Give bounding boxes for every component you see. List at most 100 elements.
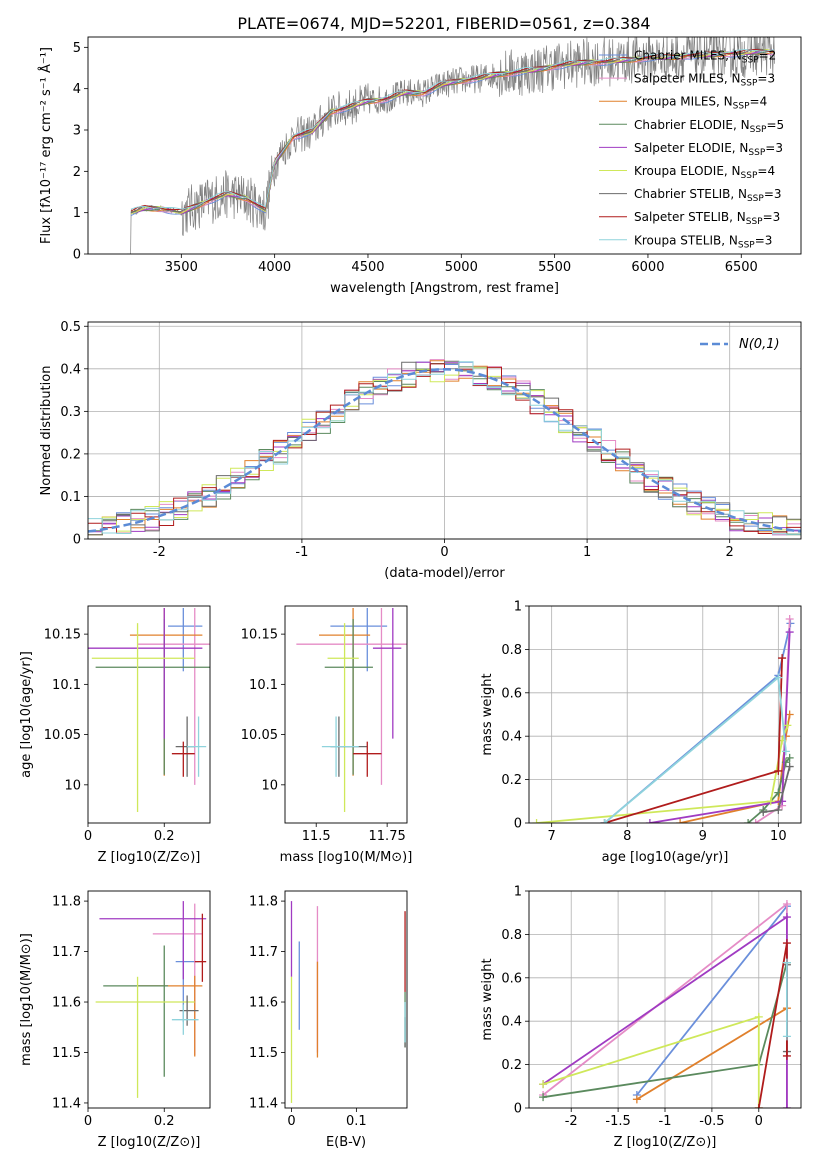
observed-spectrum — [127, 37, 775, 254]
legend-entry: Chabrier STELIB, NSSP=3 — [634, 187, 782, 204]
y-tick-label: 0.6 — [501, 971, 522, 986]
x-tick-label: -1 — [659, 1114, 672, 1129]
y-tick-label: 2 — [73, 165, 81, 180]
legend-entry: Salpeter ELODIE, NSSP=3 — [634, 141, 783, 158]
errorbar-point — [137, 975, 203, 1057]
errorbar-point — [372, 608, 402, 739]
axes-frame — [284, 890, 408, 1109]
weight-marker — [676, 819, 685, 823]
legend-entry: N(0,1) — [739, 337, 780, 352]
axes-spectrum: 3500 4000 4500 5000 5500 6000 6500 0 1 2 3 4 5 wavele… — [38, 36, 802, 296]
weight-marker — [744, 819, 753, 823]
plot-area-age_vs_Z — [88, 608, 210, 812]
y-tick-label: 10.05 — [241, 728, 278, 743]
x-axis-label: wavelength [Angstrom, rest frame] — [330, 281, 559, 296]
weight-marker — [774, 766, 783, 775]
y-tick-label: 3 — [73, 124, 81, 139]
y-tick-label: 0.2 — [60, 447, 81, 462]
errorbar-point — [99, 901, 207, 980]
axes-residuals: -2 -1 0 1 2 0 0.1 0.2 0.3 0.4 0.5 (data-model)/erro… — [39, 320, 802, 581]
y-tick-label: 10 — [261, 778, 278, 793]
errorbar-point — [95, 619, 210, 775]
x-tick-label: -2 — [153, 545, 166, 560]
y-tick-label: 0 — [514, 1102, 522, 1117]
errorbar-point — [353, 741, 382, 777]
legend-entry: Chabrier MILES, NSSP=2 — [634, 49, 776, 66]
y-tick-label: 0 — [73, 533, 81, 548]
legend-entry: Kroupa STELIB, NSSP=3 — [634, 233, 772, 250]
y-tick-label: 0.5 — [60, 320, 81, 335]
model-spectrum-line — [130, 49, 774, 215]
axes-weight_vs_Z: -2 -1.5 -1 -0.5 0 0 0.2 0.4 0.6 0.8 1 Z [log10(Z/Z⊙… — [480, 885, 802, 1150]
axes-frame — [284, 605, 408, 824]
y-tick-label: 11.5 — [249, 1046, 278, 1061]
errorbar-point — [179, 995, 199, 1026]
x-tick-label: -2 — [565, 1114, 578, 1129]
y-tick-label: 11.5 — [52, 1046, 81, 1061]
x-tick-label: 0 — [755, 1114, 763, 1129]
y-tick-label: 10.1 — [249, 678, 278, 693]
weight-marker — [774, 805, 783, 814]
x-axis-label: Z [log10(Z/Z⊙)] — [614, 1135, 717, 1150]
weight-line — [604, 658, 783, 823]
weight-marker — [782, 913, 791, 922]
normal-curve — [88, 368, 801, 533]
weight-marker — [774, 673, 783, 682]
weight-marker — [751, 819, 760, 823]
y-tick-label: 5 — [73, 41, 81, 56]
x-tick-label: 6000 — [631, 260, 664, 275]
axes-mass_vs_EBV: 0 0.1 11.4 11.5 11.6 11.7 11.8 E(B-V) — [249, 890, 408, 1150]
weight-line — [604, 623, 792, 823]
y-tick-label: 0.4 — [501, 1015, 522, 1030]
y-tick-label: 11.6 — [52, 996, 81, 1011]
weight-marker — [759, 808, 768, 817]
errorbar-point — [137, 608, 210, 785]
errorbar-point — [171, 1004, 199, 1035]
weight-line — [679, 714, 791, 823]
x-tick-label: 8 — [623, 829, 631, 844]
errorbar-point — [330, 608, 388, 672]
y-tick-label: 11.7 — [52, 945, 81, 960]
x-axis-label: E(B-V) — [326, 1135, 366, 1150]
weight-line — [636, 905, 788, 1096]
axes-weight_vs_age: 7 8 9 10 0 0.2 0.4 0.6 0.8 1 age [log10(age/yr)] ma… — [480, 600, 802, 865]
model-spectrum-line — [130, 48, 774, 212]
weight-marker — [539, 1093, 548, 1102]
axes-frame — [87, 321, 802, 540]
y-tick-label: 0.3 — [60, 405, 81, 420]
errorbar-point — [171, 741, 195, 777]
weight-marker — [782, 939, 791, 948]
y-tick-label: 10.15 — [44, 628, 81, 643]
weight-marker — [785, 710, 794, 719]
weight-marker — [632, 1095, 641, 1104]
plot-area-mass_vs_EBV — [290, 901, 406, 1103]
weight-marker — [774, 788, 783, 797]
y-tick-label: 0.2 — [501, 1058, 522, 1073]
x-axis-label: (data-model)/error — [384, 566, 505, 581]
legend-entry: Salpeter STELIB, NSSP=3 — [634, 210, 780, 227]
weight-marker — [785, 628, 794, 637]
x-tick-label: 0 — [84, 829, 92, 844]
axes-frame — [528, 605, 802, 824]
y-tick-label: 10 — [64, 778, 81, 793]
model-spectrum-line — [130, 49, 774, 214]
x-tick-label: 7 — [548, 829, 556, 844]
y-axis-label: age [log10(age/yr)] — [19, 651, 34, 778]
errorbar-point — [88, 608, 203, 739]
histogram-series — [88, 361, 801, 536]
plot-area-spectrum — [127, 37, 775, 254]
y-axis-label: mass weight — [480, 958, 495, 1040]
errorbar-point — [187, 716, 207, 777]
legend-entry: Kroupa ELODIE, NSSP=4 — [634, 164, 775, 181]
y-tick-label: 10.1 — [52, 678, 81, 693]
weight-marker — [778, 654, 787, 663]
y-tick-label: 0.2 — [501, 773, 522, 788]
errorbar-point — [324, 619, 373, 775]
plot-area-residuals — [88, 359, 801, 536]
weight-marker — [782, 900, 791, 909]
x-tick-label: 5000 — [445, 260, 478, 275]
errorbar-point — [327, 623, 359, 812]
x-tick-label: -1.5 — [605, 1114, 630, 1129]
legend-entry: Salpeter MILES, NSSP=3 — [634, 72, 775, 89]
